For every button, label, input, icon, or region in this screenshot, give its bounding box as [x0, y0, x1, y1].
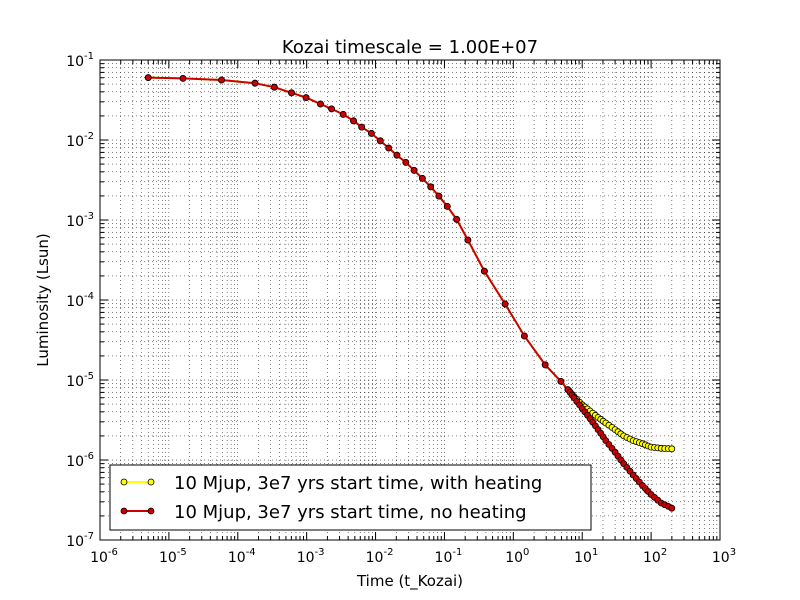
- y-tick-label: 10-2: [66, 131, 94, 150]
- data-point: [453, 215, 461, 223]
- data-point: [350, 117, 357, 125]
- data-point: [367, 129, 375, 137]
- x-tick-label: 100: [505, 547, 529, 566]
- y-tick-label: 10-1: [66, 51, 94, 70]
- y-tick-label: 10-4: [66, 291, 94, 310]
- data-point: [668, 445, 676, 453]
- x-tick-label: 10-1: [435, 547, 463, 566]
- data-point: [418, 174, 426, 182]
- y-tick-label: 10-5: [66, 371, 94, 390]
- y-tick-labels: 10-7 10-6 10-5 10-4 10-3 10-2 10-1: [66, 51, 94, 550]
- data-point: [317, 100, 324, 108]
- y-axis-label: Luminosity (Lsun): [34, 233, 52, 366]
- series-line: [148, 76, 672, 450]
- data-point: [541, 361, 549, 369]
- legend-label-with-heating: 10 Mjup, 3e7 yrs start time, with heatin…: [174, 473, 542, 494]
- data-point: [480, 267, 488, 275]
- ticks: [99, 59, 721, 541]
- x-axis-label: Time (t_Kozai): [356, 572, 463, 591]
- legend-marker-no-heating: [147, 507, 155, 515]
- data-point: [302, 94, 310, 101]
- data-point: [435, 192, 443, 200]
- series-1: [144, 74, 676, 512]
- x-tick-label: 10-4: [228, 547, 256, 566]
- data-point: [144, 74, 152, 81]
- data-point: [410, 166, 418, 174]
- x-tick-label: 10-2: [366, 547, 394, 566]
- data-point: [402, 158, 410, 166]
- x-tick-label: 10-3: [297, 547, 325, 566]
- legend-marker-with-heating: [147, 478, 155, 486]
- x-tick-label: 10-6: [90, 547, 118, 566]
- data-point: [179, 75, 187, 82]
- data-point: [521, 332, 528, 340]
- data-point: [358, 123, 366, 131]
- x-tick-labels: 10-6 10-5 10-4 10-3 10-2 10-1 100 101 102 103: [90, 547, 736, 566]
- series-layer: [144, 74, 676, 512]
- data-point: [668, 504, 676, 512]
- y-tick-label: 10-3: [66, 211, 94, 230]
- data-point: [393, 151, 401, 159]
- series-0: [144, 74, 676, 453]
- legend-label-no-heating: 10 Mjup, 3e7 yrs start time, no heating: [174, 502, 527, 523]
- data-point: [376, 137, 384, 145]
- x-tick-label: 102: [643, 547, 667, 566]
- data-point: [501, 300, 509, 308]
- legend-marker-no-heating: [120, 507, 128, 515]
- y-tick-label: 10-6: [66, 451, 94, 470]
- legend: 10 Mjup, 3e7 yrs start time, with heatin…: [109, 464, 592, 531]
- data-point: [328, 105, 336, 113]
- data-point: [288, 89, 295, 97]
- data-point: [385, 144, 393, 152]
- data-point: [464, 236, 472, 244]
- data-point: [443, 202, 451, 210]
- data-point: [557, 377, 565, 385]
- grid: [100, 60, 720, 540]
- legend-marker-with-heating: [120, 478, 128, 486]
- x-tick-label: 10-5: [159, 547, 187, 566]
- x-tick-label: 103: [712, 547, 736, 566]
- data-point: [270, 83, 278, 91]
- chart-title: Kozai timescale = 1.00E+07: [282, 37, 538, 58]
- data-point: [339, 111, 347, 118]
- x-tick-label: 101: [574, 547, 598, 566]
- data-point: [218, 76, 225, 84]
- series-line: [148, 76, 673, 510]
- y-tick-label: 10-7: [66, 531, 94, 550]
- data-point: [251, 79, 259, 87]
- legend-box: [109, 464, 592, 531]
- data-point: [427, 183, 435, 191]
